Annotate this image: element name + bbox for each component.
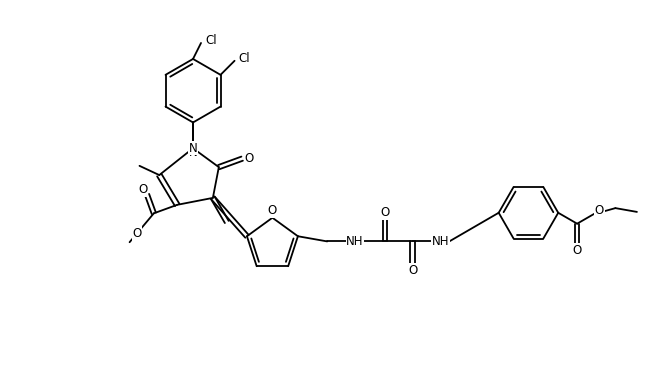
Text: O: O — [267, 204, 277, 217]
Text: O: O — [133, 227, 142, 240]
Text: O: O — [380, 206, 389, 219]
Text: N: N — [188, 142, 198, 155]
Text: NH: NH — [432, 235, 449, 248]
Text: O: O — [245, 152, 254, 165]
Text: Cl: Cl — [239, 52, 250, 65]
Text: O: O — [139, 183, 148, 196]
Text: O: O — [594, 204, 604, 217]
Text: O: O — [572, 244, 582, 257]
Text: N: N — [188, 146, 198, 159]
Text: O: O — [408, 264, 417, 277]
Text: Cl: Cl — [205, 34, 216, 48]
Text: NH: NH — [346, 235, 364, 248]
